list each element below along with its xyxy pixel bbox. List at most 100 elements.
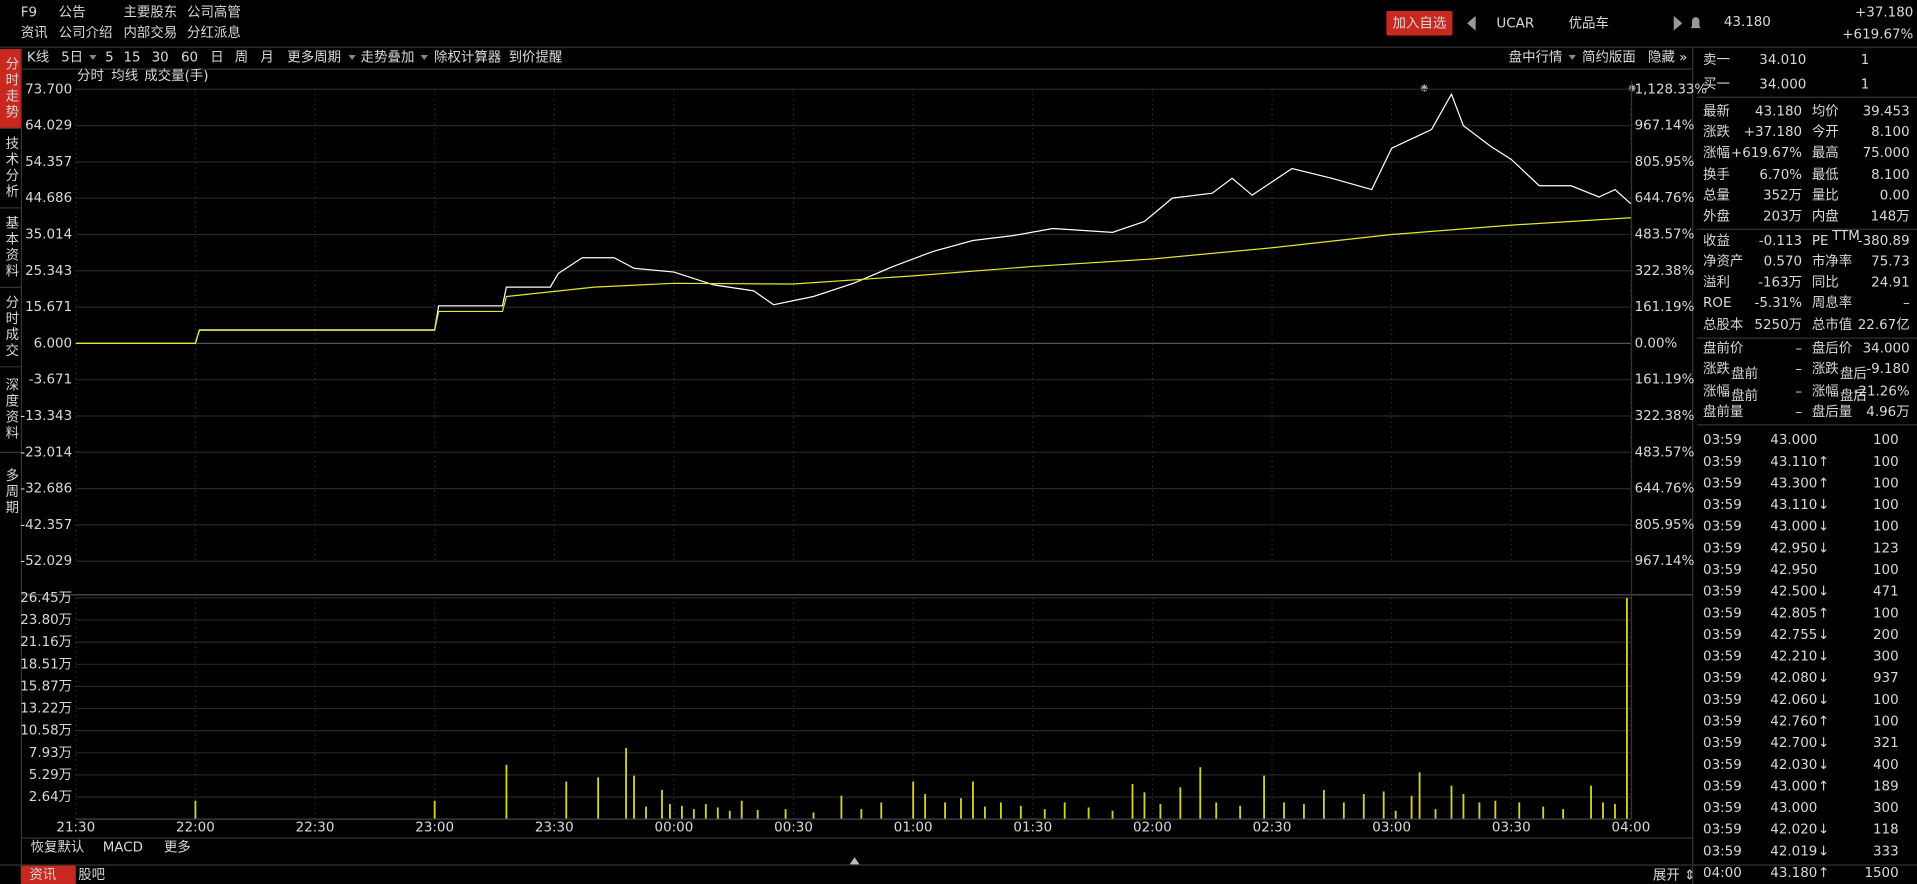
trade-arrow: ↑ [1818,455,1829,470]
toolbar-item[interactable]: 走势叠加 [361,49,415,65]
prev-arrow[interactable] [1467,15,1476,31]
side-tab[interactable]: 技术分析 [2,136,19,200]
dropdown-caret[interactable] [89,55,97,60]
toolbar-item[interactable]: 除权计算器 [434,48,502,65]
trade-time: 03:59 [1703,628,1742,643]
trade-volume: 100 [1873,714,1899,729]
trade-time: 03:59 [1703,498,1742,513]
volume-bar [740,800,743,820]
menu-item[interactable]: 公告 [59,4,86,20]
toolbar-item[interactable]: 隐藏 » [1648,49,1687,65]
trade-arrow: ↓ [1818,823,1829,838]
add-watch-label[interactable]: 加入自选 [1393,15,1447,31]
menu-item[interactable]: 主要股东 [123,4,177,20]
stat-label: 收益 [1703,233,1730,249]
y-tick-label: 13.22万 [20,702,72,717]
marker-star [1420,84,1428,92]
menu-item[interactable]: 资讯 [21,25,48,41]
dropdown-caret[interactable] [1568,55,1576,60]
bell-icon[interactable] [1690,17,1701,29]
toolbar-item[interactable]: 盘中行情 [1509,48,1563,65]
volume-bar [1602,802,1604,820]
trade-time: 03:59 [1703,455,1742,470]
indicator-tab[interactable]: MACD [103,840,143,855]
stat-label-sub: 盘前 [1731,365,1758,382]
indicator-tab[interactable]: 更多 [164,838,191,855]
bottom-tab[interactable]: 资讯 [29,867,56,883]
stat-label: 盘后价 [1812,339,1853,356]
y-tick-label: -32.686 [20,482,72,497]
side-tab[interactable]: 分时走势 [2,57,19,121]
toolbar-item[interactable]: 日 [210,50,223,65]
volume-bar [999,802,1002,820]
trade-volume: 300 [1873,650,1899,665]
active-tab-bg[interactable] [0,48,21,129]
next-arrow[interactable] [1673,15,1683,31]
y-tick-label: -3.671 [29,373,72,388]
toolbar-item[interactable]: 30 [152,50,169,65]
y2-tick-label: 644.76% [1635,191,1695,206]
trade-price: 42.805 [1770,606,1817,621]
y2-tick-label: 0.00% [1635,336,1678,351]
y-tick-label: 18.51万 [20,657,72,672]
trade-price: 43.180 [1770,866,1817,881]
toolbar-item[interactable]: 周 [235,50,248,65]
x-tick-label: 02:00 [1133,821,1172,836]
toolbar-item[interactable]: 更多周期 [287,48,341,65]
y-tick-label: -23.014 [20,445,72,460]
toolbar-item[interactable]: 简约版面 [1582,48,1636,65]
menu-item[interactable]: 公司高管 [187,3,241,20]
volume-bar [1626,597,1628,820]
collapse-icon[interactable] [849,857,860,865]
trade-arrow: ↓ [1818,628,1829,643]
trade-time: 03:59 [1703,736,1742,751]
toolbar-item[interactable]: 5日 [61,50,83,65]
active-bottom-tab-bg[interactable] [20,865,76,884]
volume-bar [1179,787,1182,820]
menu-item[interactable]: 公司介绍 [59,25,113,41]
volume-bar [1434,809,1437,820]
volume-bar [661,789,663,820]
menu-item[interactable]: 内部交易 [123,24,177,41]
toolbar-item[interactable]: 15 [123,50,140,65]
trade-price: 42.755 [1770,628,1817,643]
trade-time: 03:59 [1703,758,1742,773]
toolbar-item[interactable]: 5 [105,50,114,65]
toolbar-item[interactable]: 60 [181,50,198,65]
volume-bar [784,809,787,820]
volume-bar [860,809,863,820]
toolbar-item[interactable]: 月 [260,50,273,65]
bottom-tab[interactable]: 股吧 [78,868,105,883]
trade-price: 42.020 [1770,823,1817,838]
toolbar-item[interactable]: 到价提醒 [509,49,563,65]
menu-item[interactable]: 分红派息 [187,24,241,41]
stat-label: 涨跌 [1703,361,1730,377]
trade-price: 43.000 [1770,520,1817,535]
stat-label: ROE [1703,296,1731,311]
side-tab[interactable]: 基本资料 [2,215,19,280]
toolbar-item[interactable]: K线 [27,49,49,65]
x-tick-label: 04:00 [1612,821,1651,836]
indicator-tab[interactable]: 恢复默认 [31,838,85,855]
trade-volume: 189 [1873,779,1899,794]
stat-label: 同比 [1812,274,1839,290]
orderbook-label: 买一 [1703,76,1730,92]
dropdown-caret[interactable] [348,55,356,60]
side-tab[interactable]: 深度资料 [2,378,19,442]
trade-time: 03:59 [1703,823,1742,838]
y-tick-label: 10.58万 [20,724,72,739]
volume-bar [1111,810,1114,820]
expand-button[interactable]: 展开 ⇕ [1653,868,1695,883]
dropdown-caret[interactable] [420,55,428,60]
menu-item[interactable]: F9 [21,5,37,20]
side-tab[interactable]: 分时成交 [2,295,19,359]
side-tab[interactable]: 多周期 [2,467,19,516]
trade-time: 03:59 [1703,585,1742,600]
stat-value: 22.67亿 [1858,317,1910,333]
y2-tick-label: 644.76% [1635,482,1695,497]
stat-label: 涨跌 [1703,124,1730,140]
trade-arrow: ↓ [1818,844,1829,859]
add-watch-button-bg[interactable] [1386,11,1453,36]
